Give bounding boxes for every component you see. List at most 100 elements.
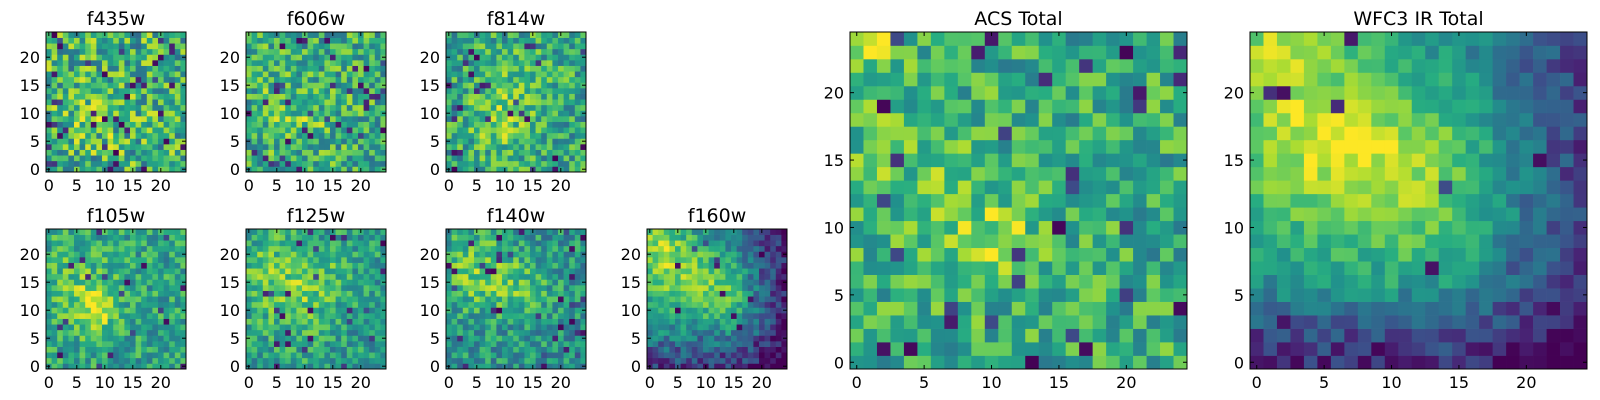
heatmap-cell xyxy=(507,341,514,347)
heatmap-cell xyxy=(163,313,170,319)
heatmap-cell xyxy=(535,346,542,353)
heatmap-cell xyxy=(775,301,782,308)
heatmap-cell xyxy=(268,155,275,162)
heatmap-cell xyxy=(68,313,75,319)
heatmap-cell xyxy=(285,99,292,106)
heatmap-cell xyxy=(474,279,480,286)
heatmap-cell xyxy=(736,262,743,269)
heatmap-cell xyxy=(731,262,737,269)
heatmap-cell xyxy=(541,357,548,364)
heatmap-cell xyxy=(530,324,536,331)
heatmap-cell xyxy=(246,290,252,297)
heatmap-cell xyxy=(158,301,164,308)
heatmap-cell xyxy=(296,48,303,55)
heatmap-cell xyxy=(479,93,486,100)
heatmap-cell xyxy=(675,262,681,269)
heatmap-cell xyxy=(335,127,342,134)
heatmap-cell xyxy=(152,234,159,241)
heatmap-cell xyxy=(74,357,80,364)
heatmap-cell xyxy=(374,121,381,128)
heatmap-cell xyxy=(490,346,497,353)
heatmap-cell xyxy=(85,262,92,269)
heatmap-cell xyxy=(1119,288,1134,302)
heatmap-cell xyxy=(479,88,486,94)
heatmap-cell xyxy=(257,273,264,280)
heatmap-cell xyxy=(330,82,336,89)
heatmap-cell xyxy=(759,301,765,308)
heatmap-cell xyxy=(719,285,726,291)
heatmap-cell xyxy=(313,313,320,319)
y-tick-label: 5 xyxy=(30,329,40,348)
heatmap-cell xyxy=(90,32,97,38)
heatmap-cell xyxy=(279,273,286,280)
heatmap-cell xyxy=(290,257,297,263)
heatmap-cell xyxy=(479,301,486,308)
heatmap-cell xyxy=(369,88,376,94)
heatmap-cell xyxy=(374,37,381,44)
heatmap-cell xyxy=(984,315,999,329)
heatmap-cell xyxy=(725,234,732,241)
heatmap-cell xyxy=(352,301,359,308)
heatmap-cell xyxy=(290,110,297,117)
heatmap-cell xyxy=(135,155,142,162)
heatmap-cell xyxy=(57,104,64,111)
heatmap-cell xyxy=(917,301,932,316)
heatmap-cell xyxy=(652,301,659,308)
heatmap-cell xyxy=(742,313,749,319)
heatmap-cell xyxy=(753,273,760,280)
heatmap-cell xyxy=(697,290,704,297)
heatmap-cell xyxy=(490,37,497,44)
heatmap-cell xyxy=(74,318,80,325)
heatmap-cell xyxy=(541,127,548,134)
heatmap-cell xyxy=(51,93,58,100)
heatmap-cell xyxy=(747,335,754,342)
heatmap-cell xyxy=(124,318,131,325)
heatmap-cell xyxy=(518,155,525,162)
heatmap-cell xyxy=(268,229,275,235)
heatmap-cell xyxy=(257,93,264,100)
heatmap-cell xyxy=(296,346,303,353)
heatmap-cell xyxy=(917,261,932,275)
heatmap-cell xyxy=(647,357,653,364)
heatmap-cell xyxy=(574,71,581,78)
heatmap-cell xyxy=(770,245,777,252)
heatmap-cell xyxy=(152,144,159,150)
heatmap-cell xyxy=(46,318,52,325)
heatmap-cell xyxy=(341,37,348,44)
heatmap-cell xyxy=(346,279,353,286)
heatmap-cell xyxy=(174,313,181,319)
heatmap-cell xyxy=(1079,342,1093,356)
heatmap-cell xyxy=(552,346,559,353)
heatmap-cell xyxy=(296,341,303,347)
heatmap-cell xyxy=(558,149,564,156)
heatmap-cell xyxy=(998,207,1013,222)
heatmap-cell xyxy=(541,290,548,297)
heatmap-cell xyxy=(141,279,148,286)
heatmap-cell xyxy=(251,313,258,319)
heatmap-cell xyxy=(686,341,693,347)
heatmap-cell xyxy=(174,251,181,258)
heatmap-cell xyxy=(468,240,475,247)
heatmap-cell xyxy=(113,110,120,117)
heatmap-cell xyxy=(318,307,325,314)
heatmap-cell xyxy=(163,307,170,314)
heatmap-cell xyxy=(169,335,176,342)
heatmap-cell xyxy=(457,357,464,364)
heatmap-cell xyxy=(335,313,342,319)
heatmap-cell xyxy=(46,273,52,280)
heatmap-cell xyxy=(675,268,681,275)
heatmap-cell xyxy=(957,355,972,370)
heatmap-cell xyxy=(169,110,176,117)
heatmap-cell xyxy=(335,82,342,89)
heatmap-cell xyxy=(1119,247,1134,262)
heatmap-cell xyxy=(1119,180,1134,195)
heatmap-cell xyxy=(318,104,325,111)
heatmap-cell xyxy=(158,149,164,156)
heatmap-cell xyxy=(307,346,314,353)
heatmap-cell xyxy=(268,240,275,247)
heatmap-cell xyxy=(68,99,75,106)
heatmap-cell xyxy=(518,296,525,303)
heatmap-cell xyxy=(90,138,97,145)
heatmap-cell xyxy=(274,144,280,150)
heatmap-cell xyxy=(135,301,142,308)
